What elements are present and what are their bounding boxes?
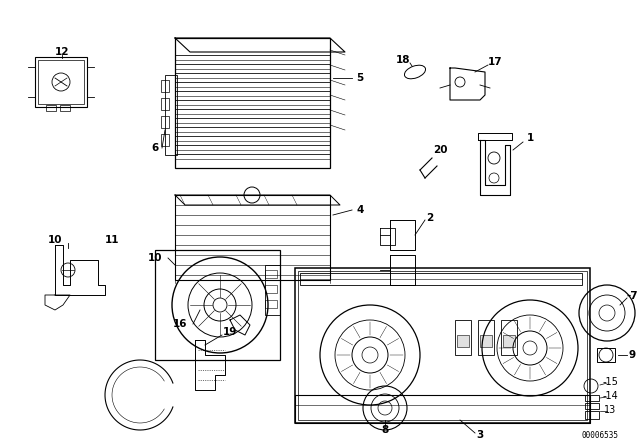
Bar [585, 395, 599, 401]
Text: 19: 19 [223, 327, 237, 337]
Bar [38, 60, 84, 104]
Bar [60, 105, 70, 111]
Bar [298, 271, 587, 420]
Text: 5: 5 [356, 73, 364, 83]
Text: 13: 13 [604, 405, 616, 415]
Text: -14: -14 [602, 391, 618, 401]
Text: -15: -15 [602, 377, 618, 387]
Bar [165, 75, 177, 155]
Bar [265, 300, 277, 308]
Text: 18: 18 [396, 55, 410, 65]
Bar [503, 335, 515, 347]
Bar [455, 320, 471, 355]
Bar [161, 134, 169, 146]
Text: 17: 17 [488, 57, 502, 67]
Bar [161, 116, 169, 128]
Bar [155, 250, 280, 360]
Bar [265, 265, 280, 315]
Bar [46, 105, 56, 111]
Text: 00006535: 00006535 [581, 431, 618, 440]
Bar [175, 38, 330, 168]
Text: 20: 20 [433, 145, 447, 155]
Bar [585, 411, 599, 419]
Bar [478, 320, 494, 355]
Text: 8: 8 [381, 425, 388, 435]
Text: 9: 9 [628, 350, 636, 360]
Bar [175, 195, 330, 280]
Text: 10: 10 [48, 235, 62, 245]
Bar [265, 285, 277, 293]
Text: 1: 1 [526, 133, 534, 143]
Text: 6: 6 [152, 143, 159, 153]
Text: 4: 4 [356, 205, 364, 215]
Text: 11: 11 [105, 235, 119, 245]
Bar [480, 335, 492, 347]
Text: 10: 10 [148, 253, 163, 263]
Bar [161, 98, 169, 110]
Bar [295, 395, 590, 423]
Text: 2: 2 [426, 213, 434, 223]
Text: 12: 12 [55, 47, 69, 57]
Bar [585, 403, 599, 409]
Text: -7: -7 [626, 291, 638, 301]
Bar [295, 268, 590, 423]
Bar [457, 335, 469, 347]
Text: 16: 16 [173, 319, 188, 329]
Bar [35, 57, 87, 107]
Bar [161, 80, 169, 92]
Bar [597, 348, 615, 362]
Text: 3: 3 [476, 430, 484, 440]
Bar [265, 270, 277, 278]
Bar [501, 320, 517, 355]
Bar [300, 273, 582, 285]
